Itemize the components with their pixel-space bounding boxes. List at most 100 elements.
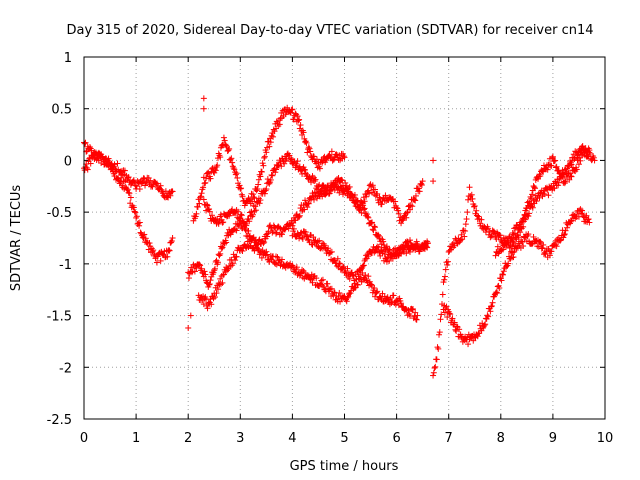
data-point [342, 269, 349, 276]
data-point [444, 314, 451, 321]
data-point [332, 179, 339, 186]
data-point [462, 227, 469, 234]
data-point [329, 157, 336, 164]
data-point [292, 217, 299, 224]
data-point [334, 255, 341, 262]
data-point [358, 199, 365, 206]
data-point [444, 258, 451, 265]
data-point [302, 138, 309, 145]
data-point [344, 294, 351, 301]
data-point [249, 191, 256, 198]
y-tick-label: -2.5 [47, 413, 72, 428]
y-tick-label: -0.5 [47, 206, 72, 221]
data-point [406, 237, 413, 244]
data-point [444, 261, 451, 268]
data-point [201, 268, 208, 275]
data-point [500, 246, 507, 253]
data-point [546, 252, 553, 259]
data-point [530, 233, 537, 240]
data-point [365, 273, 372, 280]
data-point [569, 157, 576, 164]
data-point [206, 281, 213, 288]
data-point [148, 182, 155, 189]
data-point [227, 156, 234, 163]
data-point [152, 179, 159, 186]
data-point [585, 216, 592, 223]
data-point [204, 202, 211, 209]
data-point [349, 272, 356, 279]
data-point [271, 128, 278, 135]
data-point [206, 206, 213, 213]
data-point [136, 186, 143, 193]
data-point [488, 302, 495, 309]
data-point [378, 201, 385, 208]
data-point [533, 238, 540, 245]
data-point [390, 292, 397, 299]
data-point [584, 148, 591, 155]
data-point [469, 195, 476, 202]
data-point [196, 200, 203, 207]
data-point [168, 238, 175, 245]
data-point [437, 316, 444, 323]
data-point [138, 180, 145, 187]
data-point [498, 277, 505, 284]
data-point [289, 222, 296, 229]
data-point [255, 237, 262, 244]
data-point [284, 104, 291, 111]
data-point [457, 236, 464, 243]
data-point [544, 166, 551, 173]
data-point [568, 161, 575, 168]
data-point [406, 248, 413, 255]
data-point [149, 183, 156, 190]
data-point [542, 250, 549, 257]
data-point [319, 282, 326, 289]
data-point [121, 167, 128, 174]
data-point [212, 167, 219, 174]
data-point [446, 247, 453, 254]
data-point [380, 238, 387, 245]
data-point [372, 224, 379, 231]
data-point [165, 247, 172, 254]
data-point [237, 185, 244, 192]
data-point [443, 259, 450, 266]
data-point [320, 283, 327, 290]
plot-frame [83, 56, 606, 420]
data-point [435, 345, 442, 352]
data-point [153, 259, 160, 266]
data-point [415, 185, 422, 192]
data-point [522, 216, 529, 223]
data-point [267, 139, 274, 146]
data-point [441, 309, 448, 316]
data-point [278, 231, 285, 238]
data-point [319, 185, 326, 192]
data-point [237, 215, 244, 222]
data-point [374, 231, 381, 238]
data-point [220, 219, 227, 226]
y-tick-label: -1.5 [47, 310, 72, 325]
data-point [296, 116, 303, 123]
data-point [203, 201, 210, 208]
data-point [124, 174, 131, 181]
data-point [371, 223, 378, 230]
data-point [255, 181, 262, 188]
data-point [299, 235, 306, 242]
data-point [375, 232, 382, 239]
data-point [198, 265, 205, 272]
data-point [398, 300, 405, 307]
data-point [481, 322, 488, 329]
data-point [273, 230, 280, 237]
data-point [471, 203, 478, 210]
data-point [479, 325, 486, 332]
data-point [462, 221, 469, 228]
data-point [340, 191, 347, 198]
data-point [229, 159, 236, 166]
data-point [305, 200, 312, 207]
data-point [508, 235, 515, 242]
data-point [219, 279, 226, 286]
data-point [307, 148, 314, 155]
data-point [336, 289, 343, 296]
data-point [200, 105, 207, 112]
data-point [538, 245, 545, 252]
data-point [424, 240, 431, 247]
data-point [211, 267, 218, 274]
